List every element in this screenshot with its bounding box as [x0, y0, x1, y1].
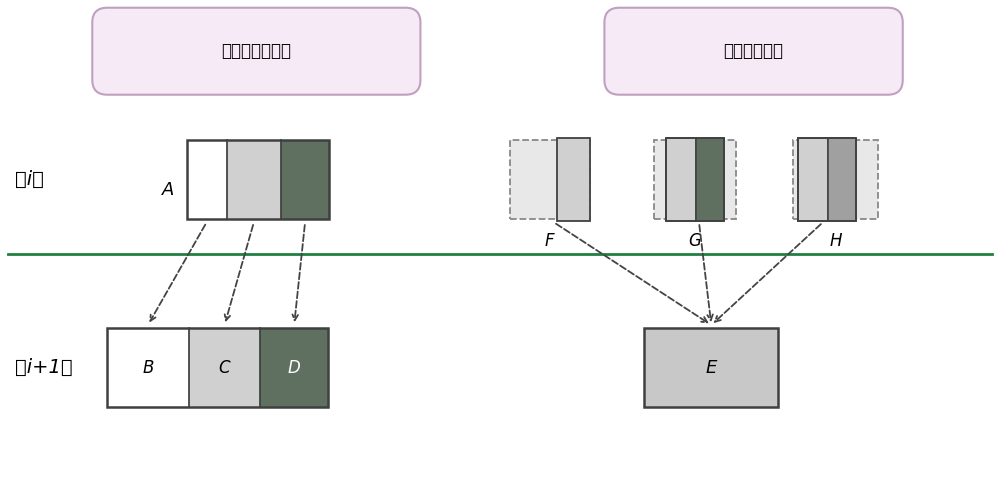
Bar [260, 328, 328, 407]
FancyBboxPatch shape [604, 8, 903, 95]
Text: H: H [829, 232, 842, 250]
Bar [696, 138, 724, 221]
Text: B: B [142, 359, 154, 377]
Text: A: A [162, 181, 175, 198]
Bar [187, 140, 227, 219]
Bar [189, 328, 260, 407]
Bar [557, 138, 590, 221]
Text: 第i层: 第i层 [15, 170, 44, 189]
Bar [227, 140, 281, 219]
Bar [281, 140, 329, 219]
Bar [187, 140, 329, 219]
Bar [793, 140, 878, 219]
Text: D: D [288, 359, 301, 377]
Bar [654, 140, 736, 219]
Text: F: F [545, 232, 555, 250]
Text: C: C [219, 359, 230, 377]
FancyBboxPatch shape [92, 8, 420, 95]
Bar [107, 328, 189, 407]
Text: E: E [706, 359, 717, 377]
Bar [107, 328, 328, 407]
Bar [644, 328, 778, 407]
Bar [510, 140, 590, 219]
Bar [798, 138, 828, 221]
Bar [666, 138, 696, 221]
Text: 下层驱动合并: 下层驱动合并 [724, 42, 784, 60]
Bar [798, 138, 856, 221]
Text: 不立即执行合并: 不立即执行合并 [221, 42, 291, 60]
Bar [666, 138, 724, 221]
Bar [644, 328, 778, 407]
Bar [828, 138, 856, 221]
Text: 第i+1层: 第i+1层 [15, 358, 72, 377]
Text: G: G [688, 232, 701, 250]
